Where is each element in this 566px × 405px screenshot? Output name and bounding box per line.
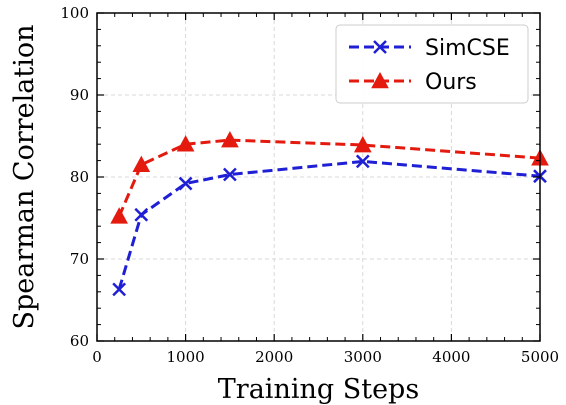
y-tick-label: 70 — [70, 250, 89, 268]
legend-label: SimCSE — [425, 36, 510, 61]
x-tick-label: 4000 — [432, 348, 470, 366]
marker-stroke — [355, 154, 370, 169]
x-tick-label: 3000 — [344, 348, 382, 366]
data-point — [221, 131, 239, 148]
data-point — [178, 176, 193, 191]
marker-stroke — [134, 207, 149, 222]
marker-stroke — [178, 176, 193, 191]
series-ours — [110, 131, 549, 224]
legend: SimCSE Ours — [335, 24, 529, 104]
y-tick-label: 90 — [70, 86, 89, 104]
ticks: 0 1000 2000 3000 4000 5000 60 70 80 90 100 — [60, 4, 559, 366]
x-tick-label: 0 — [92, 348, 102, 366]
series-simcse — [112, 154, 547, 297]
x-tick-label: 2000 — [255, 348, 293, 366]
x-tick-label: 5000 — [521, 348, 559, 366]
y-tick-label: 60 — [70, 332, 89, 350]
plot-frame — [96, 12, 541, 342]
series-line — [117, 138, 541, 217]
marker-stroke — [373, 40, 387, 54]
y-axis-title: Spearman Correlation — [9, 24, 40, 329]
marker-stroke — [112, 282, 127, 297]
series-line — [117, 159, 541, 290]
x-tick-label: 1000 — [167, 348, 205, 366]
series-layer — [110, 131, 549, 297]
data-point — [112, 282, 127, 297]
y-tick-label: 100 — [60, 4, 89, 22]
x-axis-title: Training Steps — [218, 374, 419, 405]
y-tick-label: 80 — [70, 168, 89, 186]
data-point — [132, 155, 151, 172]
marker-stroke — [223, 167, 237, 182]
data-point — [110, 207, 128, 224]
legend-marker — [373, 40, 387, 54]
data-point — [355, 154, 370, 169]
data-point — [223, 167, 237, 182]
data-point — [176, 135, 195, 152]
legend-label: Ours — [425, 70, 477, 95]
data-point — [353, 135, 372, 153]
legend-marker — [371, 71, 389, 89]
data-point — [134, 207, 149, 222]
